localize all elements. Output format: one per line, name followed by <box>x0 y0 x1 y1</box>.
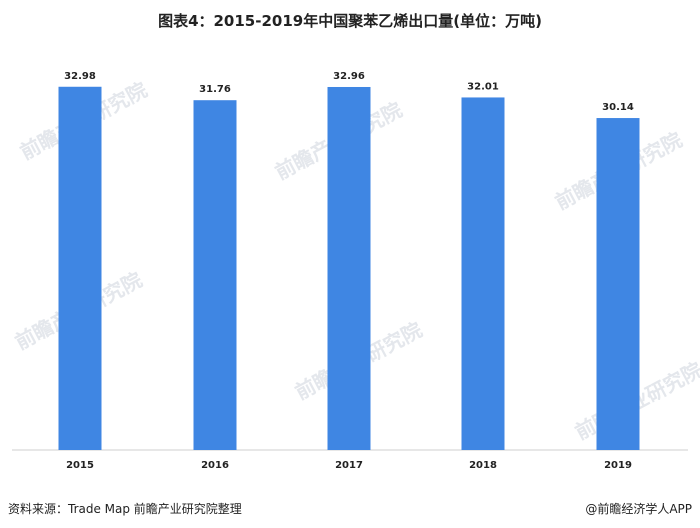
x-tick-2018: 2018 <box>469 460 497 471</box>
x-tick-2017: 2017 <box>335 460 363 471</box>
brand-credit: @前瞻经济学人APP <box>585 502 692 516</box>
bar-2016 <box>193 100 237 451</box>
bar-2017 <box>327 86 371 450</box>
x-tick-2019: 2019 <box>604 460 632 471</box>
x-tick-2015: 2015 <box>66 460 94 471</box>
chart-title: 图表4：2015-2019年中国聚苯乙烯出口量(单位：万吨) <box>158 12 542 30</box>
bar-2018 <box>461 97 505 450</box>
data-label-2019: 30.14 <box>602 102 634 113</box>
source-note: 资料来源：Trade Map 前瞻产业研究院整理 <box>8 502 242 516</box>
data-label-2016: 31.76 <box>199 84 231 95</box>
bar-2019 <box>596 118 640 451</box>
data-label-2017: 32.96 <box>333 71 365 82</box>
x-tick-2016: 2016 <box>201 460 229 471</box>
bar-2015 <box>58 86 102 450</box>
data-label-2018: 32.01 <box>467 81 499 92</box>
data-label-2015: 32.98 <box>64 71 96 82</box>
